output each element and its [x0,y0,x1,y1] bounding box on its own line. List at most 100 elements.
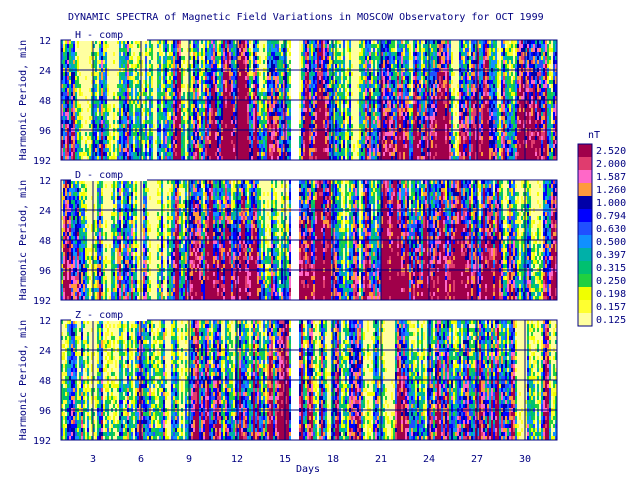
heatmap-cell [311,124,313,128]
heatmap-cell [103,152,105,156]
heatmap-cell [127,152,129,156]
heatmap-cell [239,148,241,152]
heatmap-cell [195,88,197,92]
heatmap-cell [335,108,337,112]
heatmap-cell [381,104,383,108]
heatmap-cell [221,80,223,84]
heatmap-cell [303,120,305,124]
heatmap-cell [135,148,137,152]
heatmap-cell [365,76,367,80]
heatmap-cell [289,48,291,52]
heatmap-cell [265,136,267,140]
heatmap-cell [303,144,305,148]
heatmap-cell [367,144,369,148]
heatmap-cell [79,56,81,60]
heatmap-cell [355,80,357,84]
heatmap-cell [323,124,325,128]
heatmap-cell [383,116,385,120]
heatmap-cell [93,124,95,128]
heatmap-cell [311,84,313,88]
heatmap-cell [263,152,265,156]
heatmap-cell [167,48,169,52]
heatmap-cell [273,44,275,48]
heatmap-cell [245,44,247,48]
heatmap-cell [81,92,83,96]
heatmap-cell [225,120,227,124]
heatmap-cell [363,60,365,64]
heatmap-cell [269,108,271,112]
heatmap-cell [283,144,285,148]
heatmap-cell [345,80,347,84]
heatmap-cell [385,144,387,148]
heatmap-cell [273,80,275,84]
heatmap-cell [347,144,349,148]
heatmap-cell [95,48,97,52]
heatmap-cell [175,92,177,96]
heatmap-cell [315,148,317,152]
heatmap-cell [399,80,401,84]
heatmap-cell [269,100,271,104]
heatmap-cell [141,100,143,104]
heatmap-cell [153,96,155,100]
heatmap-cell [373,48,375,52]
heatmap-cell [267,100,269,104]
heatmap-cell [229,120,231,124]
heatmap-cell [301,144,303,148]
heatmap-cell [377,96,379,100]
heatmap-cell [347,72,349,76]
heatmap-cell [175,44,177,48]
heatmap-cell [349,56,351,60]
heatmap-cell [373,112,375,116]
heatmap-cell [331,144,333,148]
heatmap-cell [349,132,351,136]
heatmap-cell [235,120,237,124]
heatmap-cell [305,76,307,80]
heatmap-cell [329,116,331,120]
heatmap-cell [365,80,367,84]
heatmap-cell [307,88,309,92]
heatmap-cell [91,116,93,120]
heatmap-cell [107,76,109,80]
heatmap-cell [247,64,249,68]
heatmap-cell [375,112,377,116]
heatmap-cells-h [61,40,557,160]
heatmap-cell [161,132,163,136]
heatmap-cell [341,52,343,56]
heatmap-cell [185,88,187,92]
heatmap-cell [323,60,325,64]
heatmap-cell [279,40,281,44]
heatmap-cell [139,144,141,148]
heatmap-cell [71,72,73,76]
heatmap-cell [329,152,331,156]
heatmap-cell [367,108,369,112]
heatmap-cell [107,84,109,88]
heatmap-cell [253,124,255,128]
heatmap-cell [361,84,363,88]
heatmap-cell [385,140,387,144]
heatmap-cell [149,152,151,156]
heatmap-cell [191,104,193,108]
heatmap-cell [343,124,345,128]
heatmap-cell [373,152,375,156]
heatmap-cell [377,156,379,160]
heatmap-cell [85,84,87,88]
heatmap-cell [267,92,269,96]
heatmap-cell [145,52,147,56]
heatmap-cell [151,60,153,64]
heatmap-cell [395,112,397,116]
heatmap-cell [341,64,343,68]
heatmap-cell [379,152,381,156]
heatmap-cell [319,156,321,160]
heatmap-cell [199,64,201,68]
heatmap-cell [287,40,289,44]
heatmap-cell [177,92,179,96]
heatmap-cell [289,72,291,76]
heatmap-cell [361,140,363,144]
heatmap-cell [241,64,243,68]
heatmap-cell [123,156,125,160]
heatmap-cell [145,124,147,128]
heatmap-cell [205,40,207,44]
heatmap-cell [373,44,375,48]
heatmap-cell [345,92,347,96]
heatmap-cell [63,76,65,80]
